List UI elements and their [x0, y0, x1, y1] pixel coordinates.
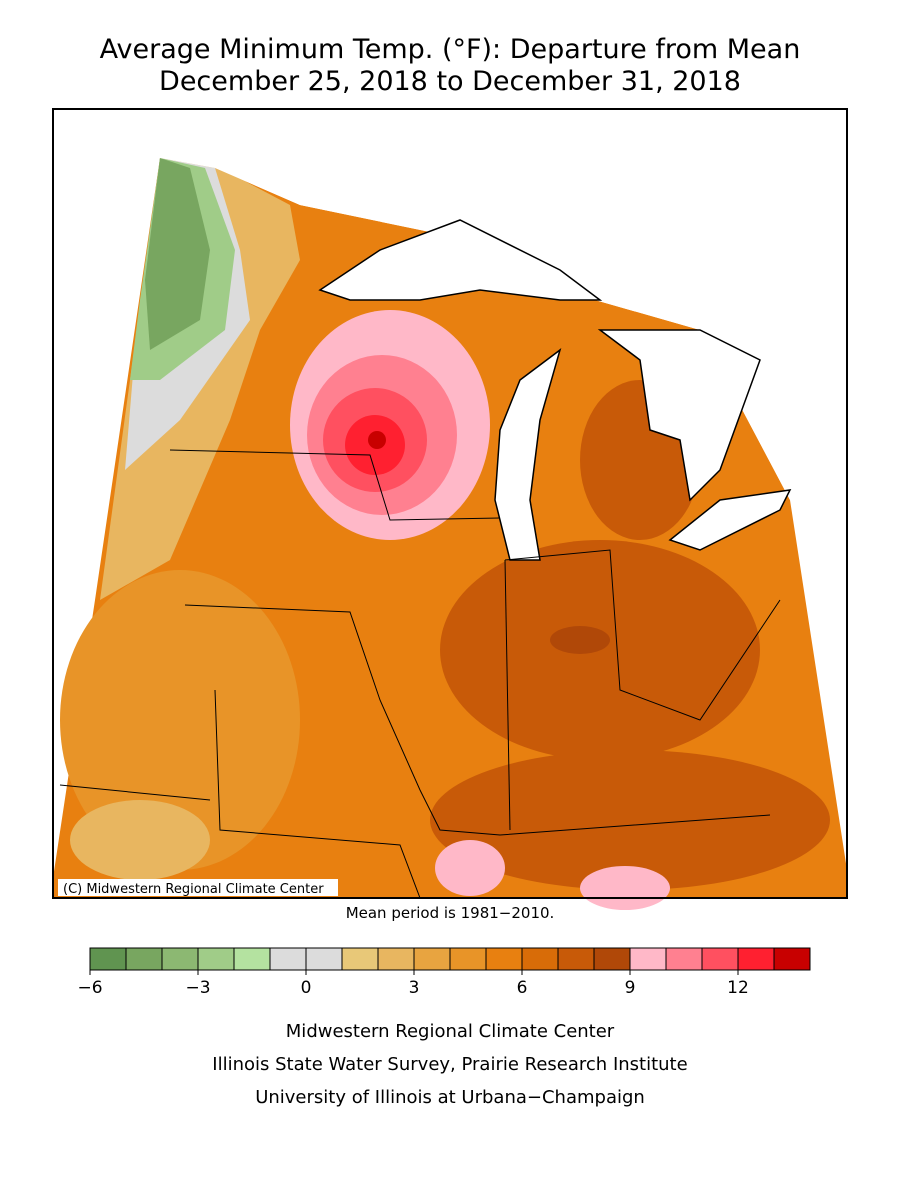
field: [60, 570, 300, 870]
color-swatch: [305, 947, 343, 971]
color-swatch: [557, 947, 595, 971]
color-swatch: [197, 947, 235, 971]
tick-label: −6: [77, 978, 102, 998]
color-swatch: [269, 947, 307, 971]
color-swatch: [89, 947, 127, 971]
subtitle: December 25, 2018 to December 31, 2018: [159, 66, 741, 97]
field: [430, 750, 830, 890]
map: (C) Midwestern Regional Climate Center: [52, 108, 848, 910]
color-swatch: [737, 947, 775, 971]
color-swatch: [161, 947, 199, 971]
colorbar: −6 −3 0 3 6 9 12: [77, 947, 811, 998]
color-swatch: [485, 947, 523, 971]
color-swatch: [449, 947, 487, 971]
color-swatch: [665, 947, 703, 971]
color-swatch: [593, 947, 631, 971]
color-swatch: [629, 947, 667, 971]
footer-line: Illinois State Water Survey, Prairie Res…: [212, 1054, 687, 1075]
credit: (C) Midwestern Regional Climate Center: [63, 882, 324, 897]
field: [435, 840, 505, 896]
tick-label: −3: [185, 978, 210, 998]
tick-label: 6: [517, 978, 528, 998]
lake-erie: [668, 489, 792, 551]
color-swatch: [773, 947, 811, 971]
canada: [160, 108, 847, 500]
map-frame: [52, 108, 848, 899]
color-swatch: [701, 947, 739, 971]
tick-label: 0: [301, 978, 312, 998]
credit-box: [58, 879, 338, 896]
footer-line: Midwestern Regional Climate Center: [286, 1021, 615, 1042]
lake-michigan: [494, 348, 562, 561]
state-borders: [59, 449, 781, 899]
color-swatch: [125, 947, 163, 971]
mean-period: Mean period is 1981−2010.: [346, 904, 555, 922]
tick-label: 12: [727, 978, 749, 998]
lake-superior: [318, 219, 603, 301]
color-swatch: [377, 947, 415, 971]
tick-label: 9: [625, 978, 636, 998]
color-swatch: [341, 947, 379, 971]
field: [368, 431, 386, 449]
field: [550, 626, 610, 654]
footer-line: University of Illinois at Urbana−Champai…: [255, 1087, 645, 1108]
color-swatch: [233, 947, 271, 971]
field: [580, 866, 670, 910]
field: [145, 158, 210, 350]
tick-label: 3: [409, 978, 420, 998]
title: Average Minimum Temp. (°F): Departure fr…: [100, 34, 801, 65]
color-swatch: [521, 947, 559, 971]
lake-huron: [597, 329, 761, 502]
field: [70, 800, 210, 880]
color-swatch: [413, 947, 451, 971]
